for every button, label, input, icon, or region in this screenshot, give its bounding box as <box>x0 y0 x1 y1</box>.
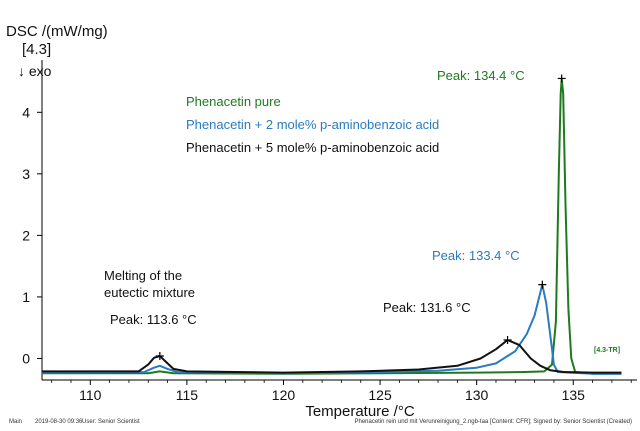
y-tick-label-4: 4 <box>22 104 30 120</box>
peak-marker-0 <box>557 74 566 83</box>
y-ticks: 0 1 2 3 4 <box>22 104 42 366</box>
x-tick-label-115: 115 <box>176 387 199 403</box>
peak-label-131-6: Peak: 131.6 °C <box>383 300 471 315</box>
eutectic-note-line-2: eutectic mixture <box>104 285 195 300</box>
legend: Phenacetin pure Phenacetin + 2 mole% p-a… <box>186 94 439 155</box>
peak-markers <box>155 74 566 360</box>
curve-tag: [4.3-TR] <box>594 347 620 354</box>
x-tick-label-125: 125 <box>368 387 392 403</box>
peak-label-133-4: Peak: 133.4 °C <box>432 248 520 263</box>
legend-entry-2-mole: Phenacetin + 2 mole% p-aminobenzoic acid <box>186 117 439 132</box>
x-tick-label-120: 120 <box>272 387 296 403</box>
y-axis-label: DSC /(mW/mg) <box>6 23 108 40</box>
x-tick-label-130: 130 <box>465 387 489 403</box>
x-tick-label-135: 135 <box>562 387 586 403</box>
axes <box>41 60 637 381</box>
y-tick-label-1: 1 <box>22 289 30 305</box>
footer-file-info: Phenacetin rein und mit Verunreinigung_2… <box>355 419 633 425</box>
x-axis-label: Temperature /°C <box>305 403 415 420</box>
series-line-1 <box>41 283 622 375</box>
peak-marker-3 <box>155 352 164 360</box>
x-ticks: 110 115 120 125 130 135 <box>51 380 632 403</box>
y-tick-label-0: 0 <box>22 350 30 366</box>
series-line-0 <box>42 77 622 375</box>
series-layer <box>41 77 622 375</box>
footer-user: User: Senior Scientist <box>82 419 140 425</box>
legend-entry-5-mole: Phenacetin + 5 mole% p-aminobenzoic acid <box>186 140 439 155</box>
series-line-2 <box>42 339 622 374</box>
peak-label-134-4: Peak: 134.4 °C <box>437 68 525 83</box>
eutectic-note-line-1: Melting of the <box>104 268 182 283</box>
legend-entry-pure: Phenacetin pure <box>186 94 281 109</box>
exo-direction-label: ↓ exo <box>18 63 52 79</box>
x-tick-label-110: 110 <box>79 387 102 403</box>
peak-marker-1 <box>538 280 547 289</box>
y-axis-tag: [4.3] <box>22 41 51 58</box>
peak-marker-2 <box>503 336 512 344</box>
peak-label-113-6: Peak: 113.6 °C <box>110 312 197 327</box>
y-tick-label-3: 3 <box>22 166 30 182</box>
footer-datetime: 2019-08-30 09:36 <box>35 419 83 425</box>
footer-main: Main <box>9 419 22 425</box>
y-tick-label-2: 2 <box>22 227 30 243</box>
